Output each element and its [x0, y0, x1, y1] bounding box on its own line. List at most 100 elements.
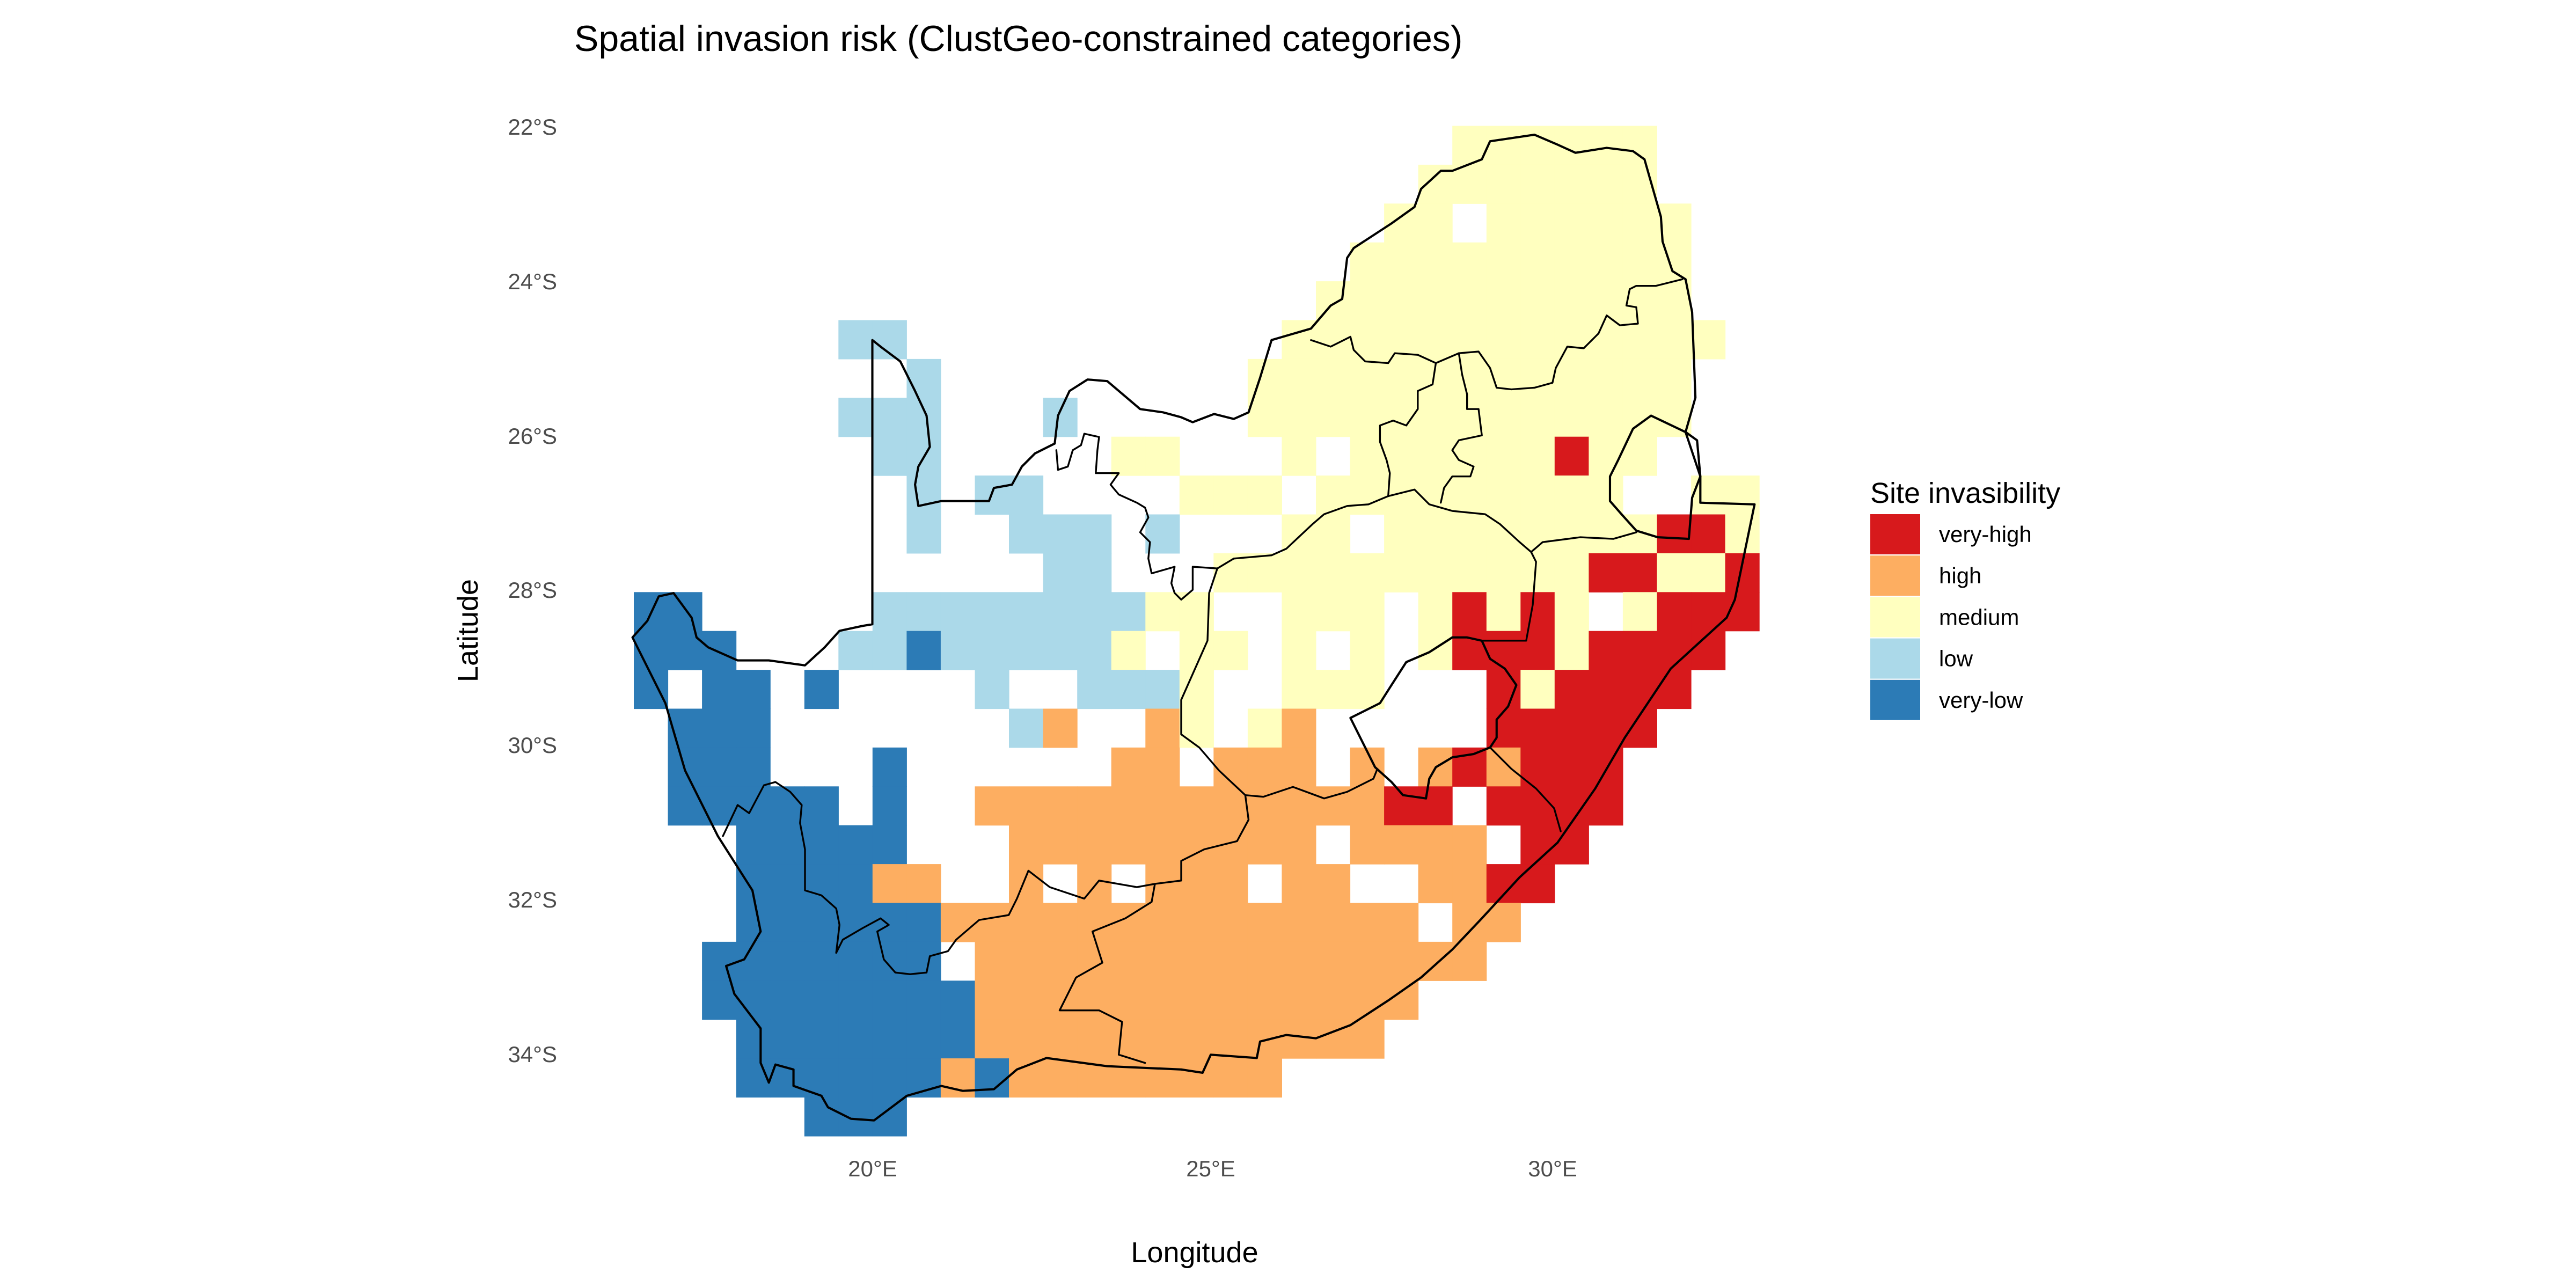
raster-cell-high — [1043, 825, 1078, 865]
raster-cell-medium — [1622, 281, 1657, 321]
raster-cell-high — [1316, 903, 1351, 942]
y-tick-label: 24°S — [508, 269, 557, 294]
raster-cell-very-high — [1589, 670, 1623, 709]
raster-cell-medium — [1452, 242, 1487, 282]
raster-cell-high — [1316, 980, 1351, 1020]
raster-cell-medium — [1418, 203, 1453, 243]
raster-cell-medium — [1384, 398, 1419, 437]
y-axis-title: Latitude — [452, 579, 484, 682]
raster-cell-medium — [1418, 592, 1453, 632]
raster-cell-high — [975, 941, 1009, 981]
raster-cell-very-low — [804, 864, 839, 904]
legend-key-medium — [1870, 597, 1920, 638]
raster-cell-high — [1350, 941, 1385, 981]
raster-cell-medium — [1350, 358, 1385, 398]
raster-cell-high — [1111, 747, 1146, 787]
raster-cell-medium — [1316, 670, 1351, 709]
raster-cell-low — [975, 592, 1009, 632]
raster-cell-low — [1077, 514, 1112, 554]
raster-cell-medium — [1350, 592, 1385, 632]
raster-cell-high — [1077, 864, 1112, 904]
raster-cell-low — [1077, 553, 1112, 592]
raster-cell-medium — [1282, 553, 1316, 592]
raster-cell-very-low — [668, 592, 702, 632]
raster-cell-medium — [1520, 242, 1555, 282]
raster-cell-very-high — [1622, 631, 1657, 670]
raster-cell-low — [1009, 708, 1044, 748]
raster-cell-medium — [1589, 320, 1623, 360]
raster-cell-very-low — [906, 941, 941, 981]
raster-cell-medium — [1247, 475, 1282, 515]
raster-cell-high — [1009, 980, 1044, 1020]
raster-cell-very-low — [838, 903, 873, 942]
raster-cell-high — [1077, 1019, 1112, 1059]
raster-cell-very-low — [736, 903, 771, 942]
raster-cell-high — [1350, 786, 1385, 826]
raster-cell-very-high — [1520, 825, 1555, 865]
raster-cell-medium — [1589, 242, 1623, 282]
raster-cell-very-low — [804, 980, 839, 1020]
raster-cell-high — [1452, 825, 1487, 865]
raster-cell-high — [1350, 1019, 1385, 1059]
country-outline — [631, 133, 1756, 1122]
raster-cell-very-high — [1622, 670, 1657, 709]
raster-cell-very-low — [702, 747, 737, 787]
legend-label: high — [1939, 563, 1981, 588]
raster-cell-low — [1009, 514, 1044, 554]
raster-cell-high — [1145, 941, 1180, 981]
raster-cell-very-low — [906, 980, 941, 1020]
raster-cell-very-high — [1691, 592, 1726, 632]
raster-cell-medium — [1316, 475, 1351, 515]
raster-cell-very-high — [1520, 864, 1555, 904]
raster-cell-high — [1350, 747, 1385, 787]
raster-cell-medium — [1418, 398, 1453, 437]
raster-cell-low — [1009, 592, 1044, 632]
raster-cell-medium — [1520, 320, 1555, 360]
raster-cell-medium — [1554, 320, 1589, 360]
raster-cell-medium — [1554, 203, 1589, 243]
raster-cell-medium — [1384, 358, 1419, 398]
raster-cell-low — [1077, 592, 1112, 632]
raster-cell-very-low — [736, 670, 771, 709]
raster-cell-very-low — [770, 825, 805, 865]
raster-cell-low — [1145, 514, 1180, 554]
raster-cell-high — [1384, 903, 1419, 942]
raster-cell-low — [872, 592, 907, 632]
raster-cell-very-high — [1452, 592, 1487, 632]
raster-cell-high — [1009, 1019, 1044, 1059]
x-tick-label: 30°E — [1528, 1156, 1577, 1181]
raster-cell-medium — [1247, 553, 1282, 592]
raster-cell-high — [1282, 708, 1316, 748]
raster-cell-medium — [1350, 670, 1385, 709]
raster-cell-low — [1043, 592, 1078, 632]
raster-cell-high — [1111, 1019, 1146, 1059]
raster-cell-very-low — [770, 786, 805, 826]
raster-cell-very-high — [1486, 864, 1521, 904]
raster-cell-very-low — [906, 1019, 941, 1059]
raster-cell-very-low — [872, 1058, 907, 1098]
raster-cell-very-low — [940, 1019, 975, 1059]
raster-cell-very-low — [872, 980, 907, 1020]
raster-cell-medium — [1179, 708, 1214, 748]
raster-cell-medium — [1316, 514, 1351, 554]
raster-cell-very-high — [1486, 786, 1521, 826]
raster-cell-high — [1418, 825, 1453, 865]
raster-cell-high — [1145, 1058, 1180, 1098]
raster-cell-very-low — [872, 825, 907, 865]
raster-cell-very-low — [838, 864, 873, 904]
raster-cell-very-high — [1486, 631, 1521, 670]
raster-cell-medium — [1418, 553, 1453, 592]
raster-cell-very-low — [736, 980, 771, 1020]
raster-cell-medium — [1316, 553, 1351, 592]
raster-cell-medium — [1622, 398, 1657, 437]
raster-cell-low — [1111, 592, 1146, 632]
y-tick-label: 22°S — [508, 114, 557, 140]
raster-cell-medium — [1486, 164, 1521, 204]
raster-cell-low — [1009, 475, 1044, 515]
raster-cell-medium — [1213, 553, 1248, 592]
raster-cell-very-low — [770, 903, 805, 942]
raster-cell-high — [1213, 1019, 1248, 1059]
raster-cell-high — [1486, 747, 1521, 787]
province-border-free-state — [1180, 488, 1637, 800]
raster-cell-medium — [1486, 592, 1521, 632]
